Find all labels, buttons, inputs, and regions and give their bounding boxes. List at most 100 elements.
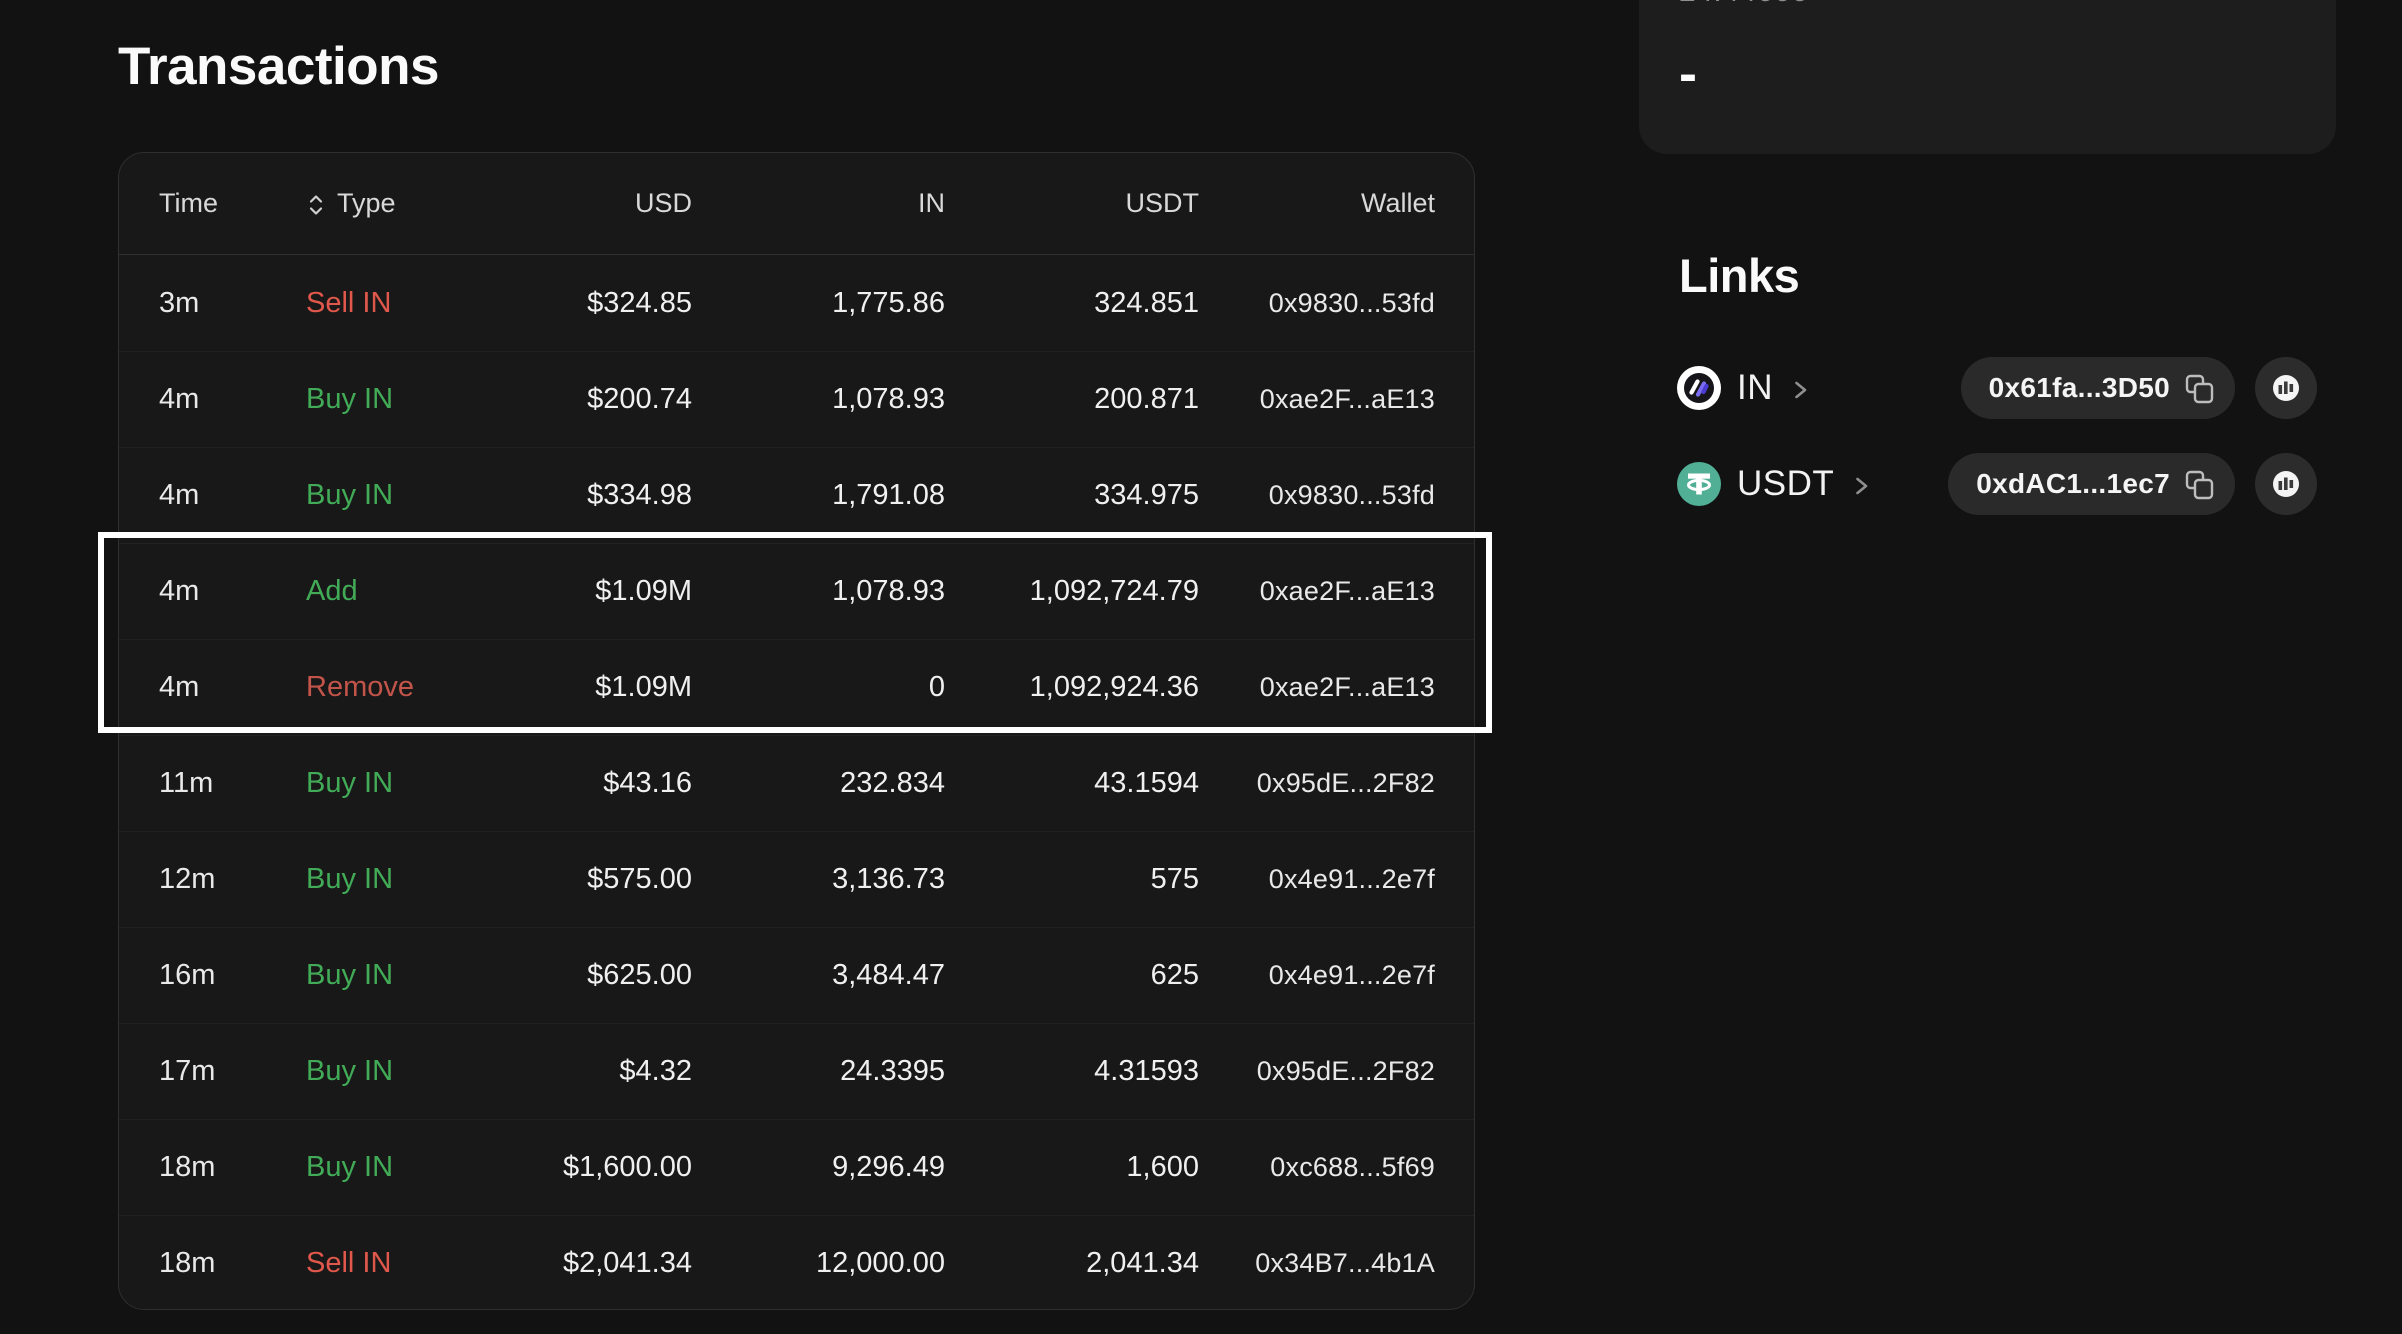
cell-usd: $625.00 xyxy=(587,959,692,991)
cell-usdt: 200.871 xyxy=(1094,383,1199,415)
cell-usd: $1.09M xyxy=(595,575,692,607)
cell-usdt: 43.1594 xyxy=(1094,767,1199,799)
cell-type: Buy IN xyxy=(306,1151,394,1183)
transactions-table: Time Type USD IN USDT Wallet 3m Sell IN $324.85… xyxy=(118,152,1475,1310)
cell-usdt: 4.31593 xyxy=(1094,1055,1199,1087)
transaction-row[interactable]: 4m Add $1.09M 1,078.93 1,092,724.79 0xae2F...… xyxy=(119,543,1474,639)
address-pill[interactable]: 0xdAC1...1ec7 xyxy=(1948,453,2235,515)
address-pill[interactable]: 0x61fa...3D50 xyxy=(1960,357,2235,419)
cell-type: Buy IN xyxy=(306,767,394,799)
token-label: USDT xyxy=(1737,464,1835,503)
cell-usdt: 324.851 xyxy=(1094,286,1199,319)
table-body: 3m Sell IN $324.85 1,775.86 324.851 0x9830...… xyxy=(119,255,1474,1309)
cell-in: 12,000.00 xyxy=(815,1247,945,1279)
cell-time: 11m xyxy=(159,767,214,799)
explorer-icon xyxy=(2272,470,2300,498)
cell-wallet[interactable]: 0x4e91...2e7f xyxy=(1268,864,1435,894)
cell-time: 17m xyxy=(159,1055,216,1087)
cell-time: 4m xyxy=(159,479,200,511)
cell-in: 1,791.08 xyxy=(832,479,945,511)
cell-type: Add xyxy=(306,575,358,607)
cell-wallet[interactable]: 0xae2F...aE13 xyxy=(1259,576,1435,606)
cell-usdt: 334.975 xyxy=(1094,479,1199,511)
cell-usd: $1,600.00 xyxy=(562,1151,692,1183)
cell-type: Remove xyxy=(306,671,414,703)
column-label: Type xyxy=(337,188,396,218)
transaction-row[interactable]: 16m Buy IN $625.00 3,484.47 625 0x4e91...2e7f xyxy=(119,927,1474,1023)
page-title: Transactions xyxy=(118,37,439,96)
cell-time: 16m xyxy=(159,959,216,991)
transaction-row[interactable]: 4m Buy IN $334.98 1,791.08 334.975 0x9830...5… xyxy=(119,447,1474,543)
transaction-row[interactable]: 17m Buy IN $4.32 24.3395 4.31593 0x95dE...2F8… xyxy=(119,1023,1474,1119)
cell-usdt: 1,092,724.79 xyxy=(1029,575,1199,607)
cell-usd: $2,041.34 xyxy=(562,1247,692,1279)
column-label: Time xyxy=(159,188,218,218)
transaction-row[interactable]: 18m Sell IN $2,041.34 12,000.00 2,041.34 0x34… xyxy=(119,1215,1474,1309)
cell-wallet[interactable]: 0x9830...53fd xyxy=(1268,480,1435,510)
cell-usd: $43.16 xyxy=(603,767,692,799)
stat-dash: - xyxy=(1679,44,1697,104)
column-label: USDT xyxy=(1125,188,1200,218)
cell-usdt: 2,041.34 xyxy=(1086,1247,1199,1279)
in-token-icon xyxy=(1677,366,1721,410)
cell-usd: $575.00 xyxy=(587,863,692,895)
cell-type: Buy IN xyxy=(306,479,394,511)
transaction-row[interactable]: 3m Sell IN $324.85 1,775.86 324.851 0x9830...… xyxy=(119,255,1474,351)
usdt-token-icon xyxy=(1677,462,1721,506)
cell-usd: $1.09M xyxy=(595,671,692,703)
cell-usd: $334.98 xyxy=(587,479,692,511)
cell-time: 12m xyxy=(159,863,216,895)
transaction-row[interactable]: 11m Buy IN $43.16 232.834 43.1594 0x95dE...2F… xyxy=(119,735,1474,831)
cell-time: 4m xyxy=(159,671,200,703)
cell-in: 1,078.93 xyxy=(832,383,945,415)
cell-wallet[interactable]: 0x95dE...2F82 xyxy=(1256,1056,1435,1086)
cell-in: 24.3395 xyxy=(840,1055,945,1087)
cell-in: 232.834 xyxy=(840,767,945,799)
column-header-in: IN xyxy=(692,188,945,219)
chevron-right-icon xyxy=(1791,376,1810,404)
cell-wallet[interactable]: 0xc688...5f69 xyxy=(1270,1152,1435,1182)
cell-in: 3,484.47 xyxy=(832,959,945,991)
explorer-icon xyxy=(2272,374,2300,402)
column-header-usdt: USDT xyxy=(945,188,1200,219)
table-header-row: Time Type USD IN USDT Wallet xyxy=(119,153,1474,255)
copy-icon[interactable] xyxy=(2184,373,2215,406)
cell-type: Sell IN xyxy=(306,1247,392,1279)
cell-wallet[interactable]: 0xae2F...aE13 xyxy=(1259,384,1435,414)
cell-time: 18m xyxy=(159,1151,216,1183)
cell-wallet[interactable]: 0x4e91...2e7f xyxy=(1268,960,1435,990)
cell-wallet[interactable]: 0x95dE...2F82 xyxy=(1256,768,1435,798)
column-header-time: Time xyxy=(159,188,306,219)
explorer-button[interactable] xyxy=(2255,453,2317,515)
sort-icon xyxy=(306,192,326,218)
column-label: USD xyxy=(634,188,692,218)
transaction-row[interactable]: 12m Buy IN $575.00 3,136.73 575 0x4e91...2e7f xyxy=(119,831,1474,927)
column-header-wallet: Wallet xyxy=(1199,188,1435,219)
token-label: IN xyxy=(1737,368,1773,407)
cell-time: 4m xyxy=(159,383,200,415)
cell-usd: $200.74 xyxy=(587,383,692,415)
cell-type: Buy IN xyxy=(306,383,394,415)
token-link[interactable]: IN xyxy=(1677,366,1810,410)
cell-wallet[interactable]: 0x34B7...4b1A xyxy=(1255,1248,1435,1278)
stat-card: 24.44666 - xyxy=(1639,0,2336,154)
transaction-row[interactable]: 4m Buy IN $200.74 1,078.93 200.871 0xae2F...a… xyxy=(119,351,1474,447)
cell-in: 1,775.86 xyxy=(832,286,945,319)
transaction-row[interactable]: 4m Remove $1.09M 0 1,092,924.36 0xae2F...aE13 xyxy=(119,639,1474,735)
cell-type: Sell IN xyxy=(306,286,392,319)
cell-in: 1,078.93 xyxy=(832,575,945,607)
transaction-row[interactable]: 18m Buy IN $1,600.00 9,296.49 1,600 0xc688...… xyxy=(119,1119,1474,1215)
cell-wallet[interactable]: 0x9830...53fd xyxy=(1268,287,1435,318)
links-list: IN 0x61fa...3D50 xyxy=(1677,340,2317,532)
cell-usdt: 575 xyxy=(1150,863,1199,895)
cell-wallet[interactable]: 0xae2F...aE13 xyxy=(1259,672,1435,702)
cell-usd: $4.32 xyxy=(619,1055,692,1087)
cell-in: 3,136.73 xyxy=(832,863,945,895)
token-link[interactable]: USDT xyxy=(1677,462,1871,506)
links-title: Links xyxy=(1679,249,1800,302)
column-header-type[interactable]: Type xyxy=(306,188,466,219)
cell-time: 18m xyxy=(159,1247,216,1279)
explorer-button[interactable] xyxy=(2255,357,2317,419)
copy-icon[interactable] xyxy=(2184,469,2215,502)
cell-time: 4m xyxy=(159,575,200,607)
